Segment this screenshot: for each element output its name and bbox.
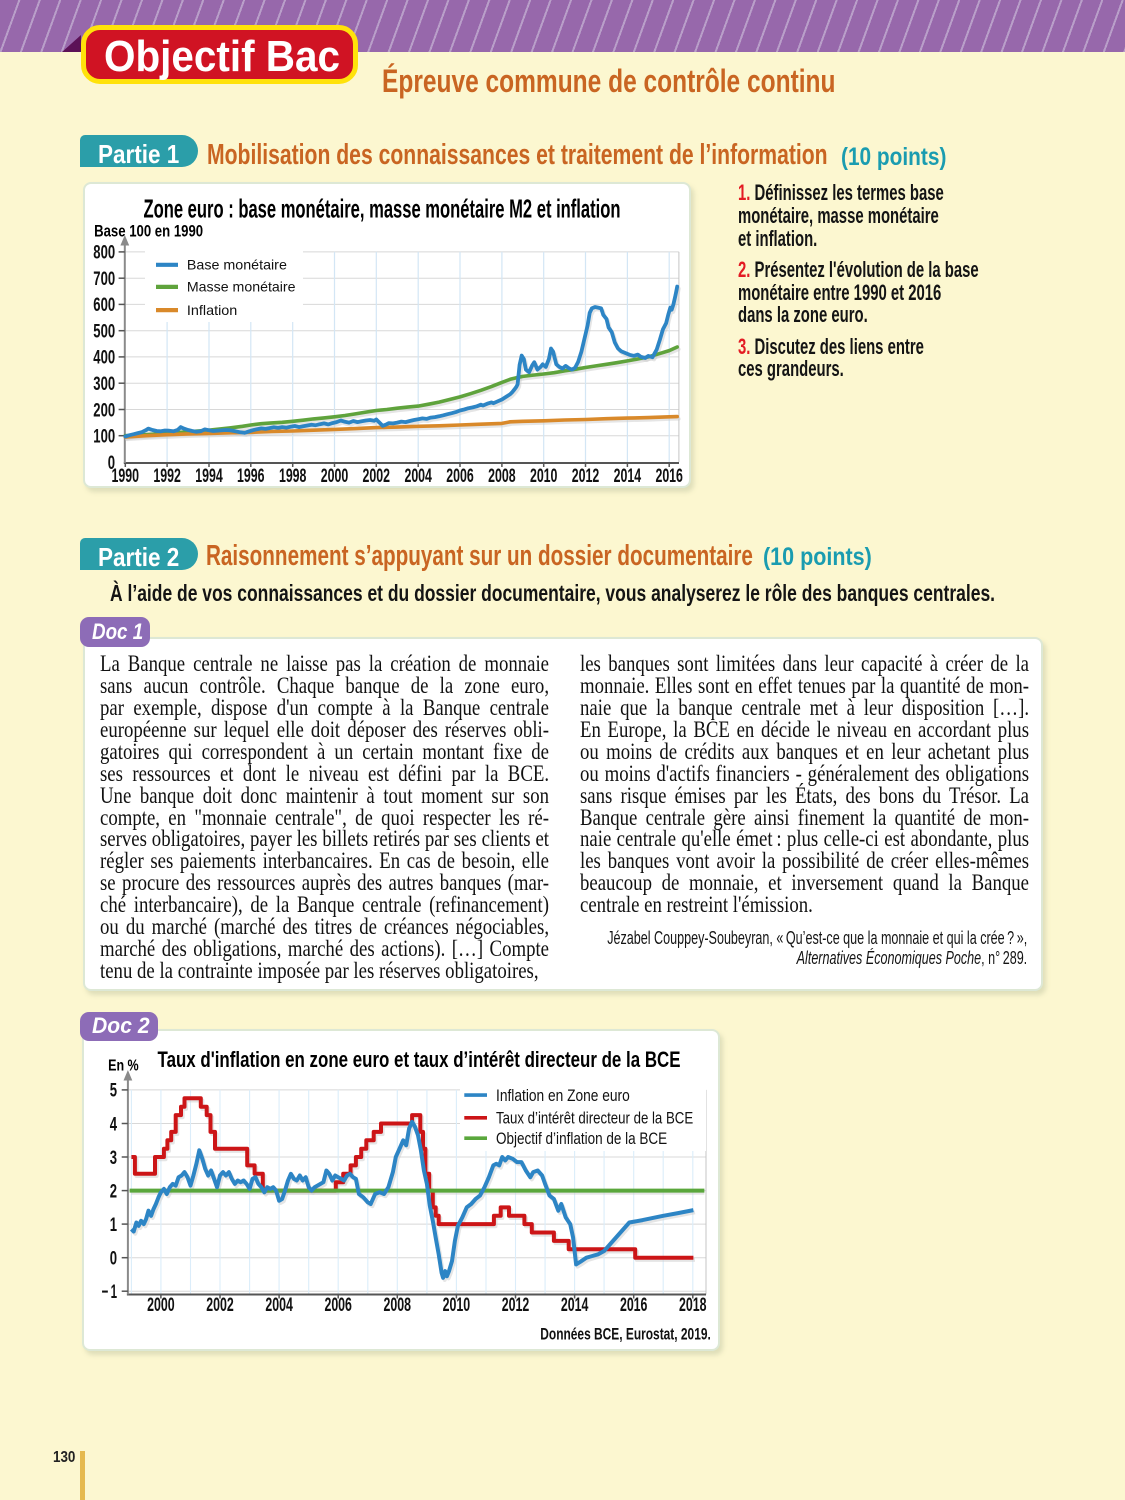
svg-text:500: 500	[93, 322, 115, 343]
svg-text:Données BCE, Eurostat, 2019.: Données BCE, Eurostat, 2019.	[540, 1324, 711, 1343]
svg-text:2004: 2004	[265, 1295, 293, 1316]
svg-text:1990: 1990	[111, 466, 139, 487]
svg-text:800: 800	[93, 243, 115, 264]
svg-text:2002: 2002	[362, 466, 390, 487]
svg-text:2008: 2008	[488, 466, 516, 487]
svg-text:Inflation: Inflation	[186, 303, 236, 318]
svg-text:1998: 1998	[278, 466, 306, 487]
svg-text:2000: 2000	[320, 466, 348, 487]
svg-text:5: 5	[109, 1080, 117, 1101]
svg-text:Base 100 en 1990: Base 100 en 1990	[94, 223, 203, 241]
svg-text:Zone euro : base monétaire, ma: Zone euro : base monétaire, masse monéta…	[143, 194, 620, 224]
svg-text:2016: 2016	[619, 1295, 647, 1316]
svg-text:200: 200	[93, 401, 115, 422]
svg-text:2018: 2018	[679, 1295, 707, 1316]
svg-text:0: 0	[107, 453, 114, 474]
svg-text:2016: 2016	[655, 466, 683, 487]
svg-text:En %: En %	[108, 1057, 139, 1074]
svg-text:700: 700	[93, 269, 115, 290]
svg-text:2006: 2006	[324, 1295, 352, 1316]
svg-text:Inflation en Zone euro: Inflation en Zone euro	[496, 1086, 630, 1105]
svg-text:2014: 2014	[560, 1295, 588, 1316]
svg-text:Masse monétaire: Masse monétaire	[186, 280, 295, 295]
svg-text:300: 300	[93, 374, 115, 395]
svg-text:Base monétaire: Base monétaire	[186, 258, 286, 273]
svg-text:2002: 2002	[206, 1295, 234, 1316]
svg-text:2004: 2004	[404, 466, 432, 487]
svg-text:3: 3	[109, 1148, 116, 1169]
svg-text:2010: 2010	[442, 1295, 470, 1316]
svg-text:2006: 2006	[446, 466, 474, 487]
svg-text:4: 4	[109, 1114, 117, 1135]
svg-text:2008: 2008	[383, 1295, 411, 1316]
svg-text:1: 1	[109, 1215, 117, 1236]
svg-text:2014: 2014	[613, 466, 641, 487]
svg-text:2010: 2010	[529, 466, 557, 487]
svg-text:600: 600	[93, 296, 115, 317]
svg-text:Taux d'inflation en zone euro: Taux d'inflation en zone euro et taux d’…	[157, 1047, 680, 1072]
svg-text:100: 100	[93, 427, 115, 448]
svg-text:2000: 2000	[147, 1295, 175, 1316]
svg-text:1996: 1996	[237, 466, 264, 487]
svg-text:2: 2	[109, 1181, 116, 1202]
svg-text:− 1: − 1	[101, 1282, 117, 1303]
svg-text:2012: 2012	[571, 466, 599, 487]
svg-text:0: 0	[109, 1248, 116, 1269]
svg-text:1994: 1994	[195, 466, 223, 487]
svg-text:400: 400	[93, 348, 115, 369]
svg-text:Taux d’intérêt directeur de la: Taux d’intérêt directeur de la BCE	[496, 1108, 693, 1127]
svg-text:Objectif d’inflation de la BCE: Objectif d’inflation de la BCE	[496, 1129, 667, 1148]
svg-text:2012: 2012	[501, 1295, 529, 1316]
svg-text:1992: 1992	[153, 466, 181, 487]
